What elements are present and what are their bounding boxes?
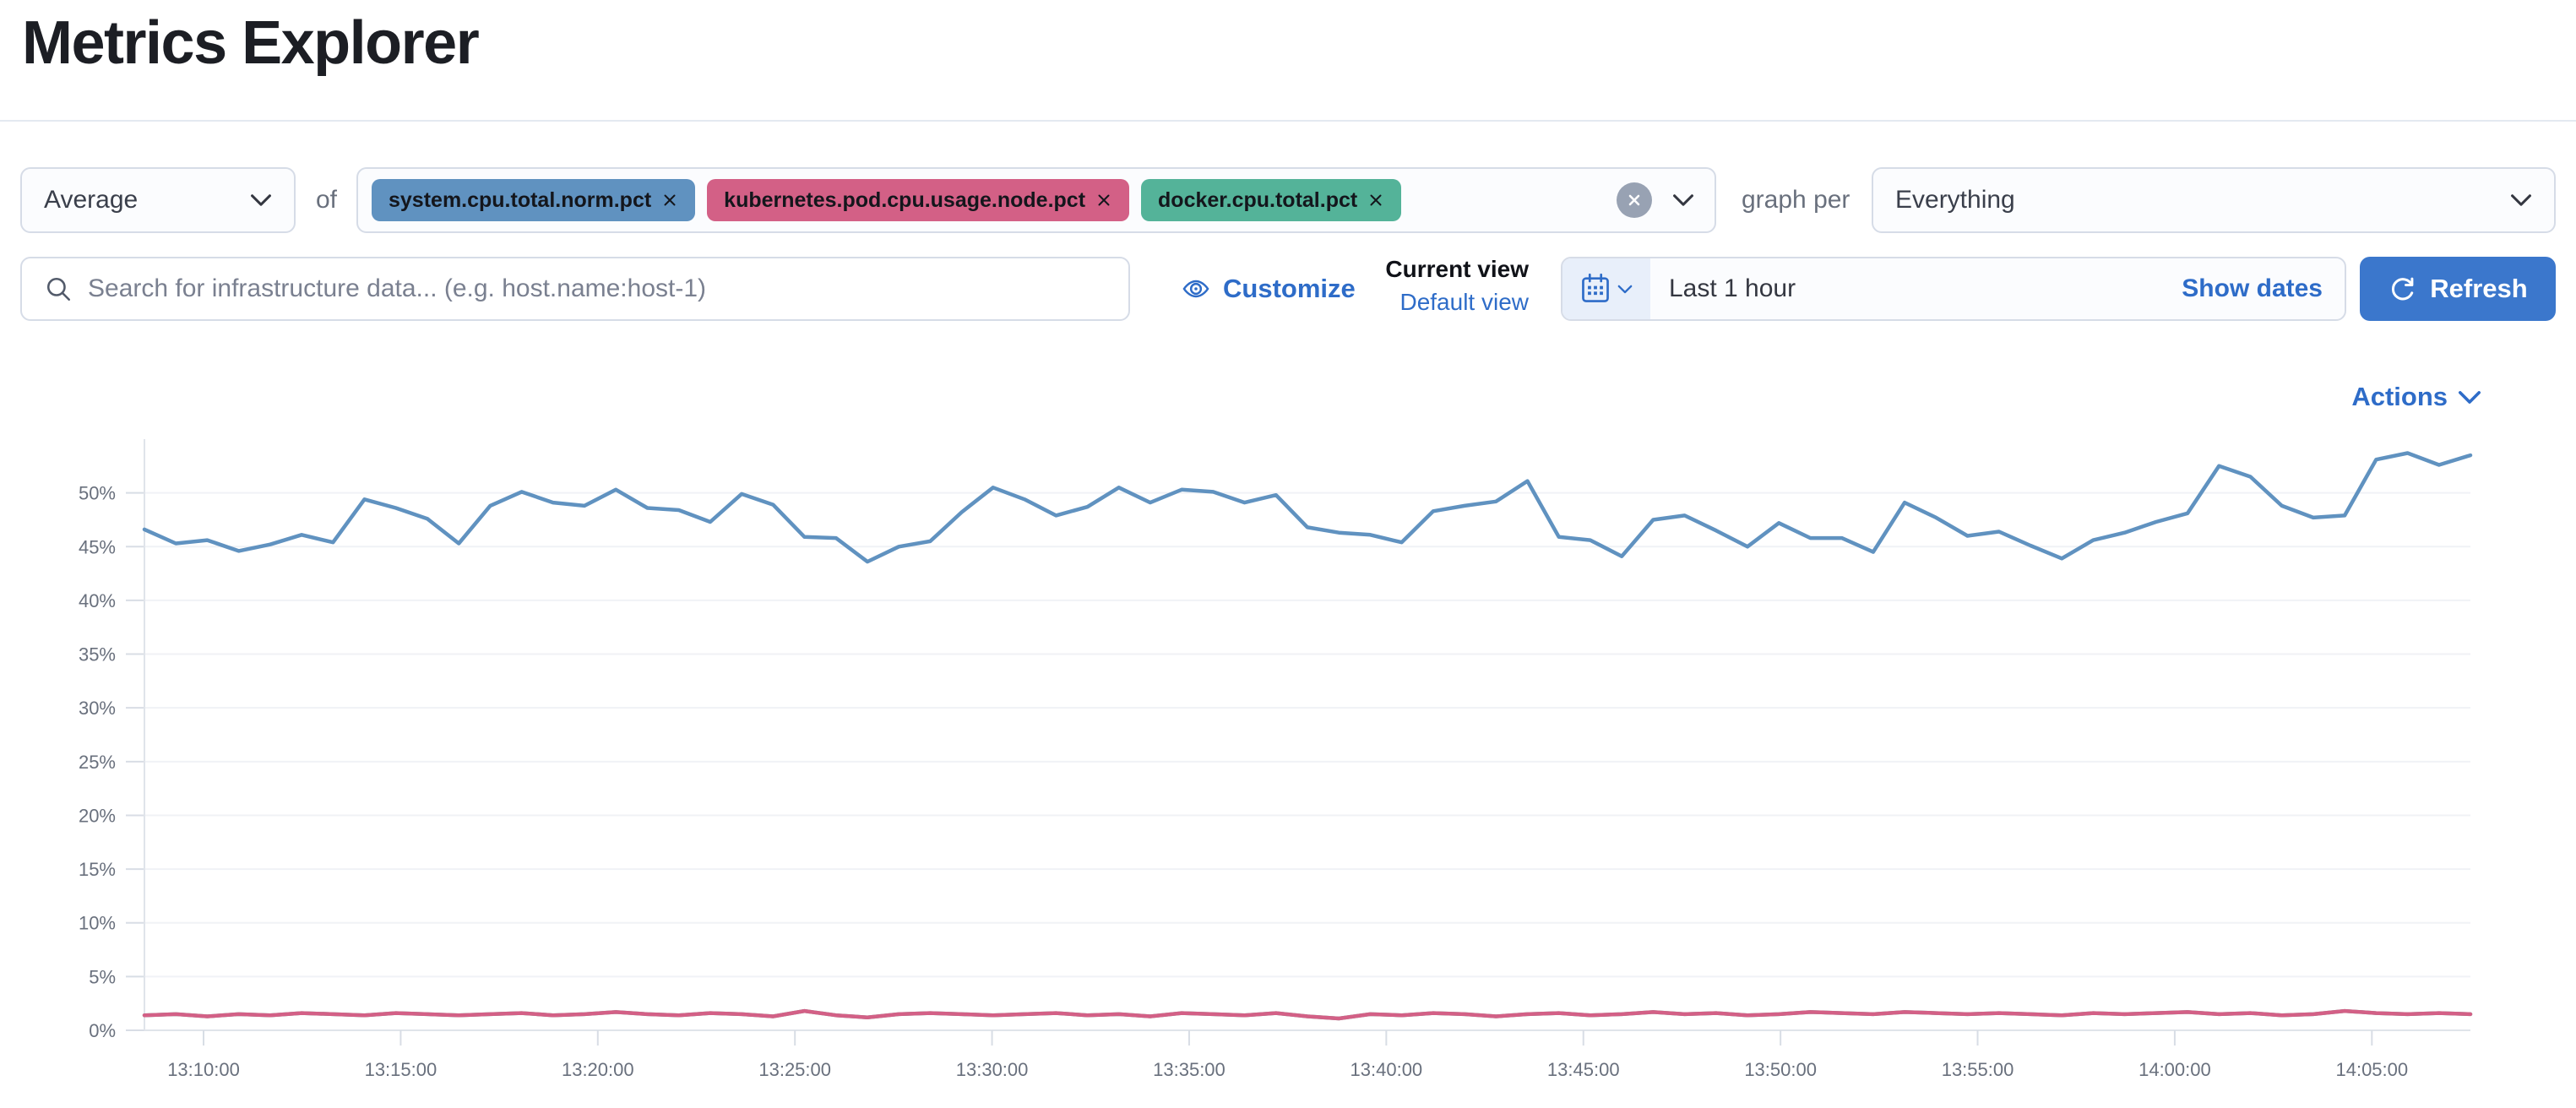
- chevron-down-icon: [251, 194, 271, 206]
- x-axis-tick-label: 14:05:00: [2335, 1059, 2408, 1080]
- metric-pill[interactable]: system.cpu.total.norm.pct: [372, 179, 696, 221]
- y-axis-tick-label: 0%: [89, 1020, 116, 1041]
- refresh-button[interactable]: Refresh: [2360, 257, 2556, 321]
- show-dates-button[interactable]: Show dates: [2182, 274, 2323, 302]
- remove-metric-icon[interactable]: [661, 192, 678, 209]
- y-axis-tick-label: 45%: [79, 536, 116, 557]
- y-axis-tick-label: 40%: [79, 590, 116, 611]
- series-line: [142, 451, 2473, 564]
- of-label: of: [316, 186, 338, 214]
- y-axis-tick-label: 25%: [79, 752, 116, 773]
- view-name-link[interactable]: Default view: [1399, 289, 1529, 315]
- actions-label: Actions: [2351, 382, 2448, 411]
- x-axis-tick-label: 13:45:00: [1547, 1059, 1620, 1080]
- customize-label: Customize: [1223, 274, 1356, 303]
- y-axis-tick-label: 20%: [79, 805, 116, 826]
- remove-metric-icon[interactable]: [1095, 192, 1112, 209]
- search-input[interactable]: [88, 274, 1111, 303]
- header-divider: [0, 120, 2576, 122]
- search-icon: [46, 277, 71, 301]
- x-axis-tick-label: 13:35:00: [1153, 1059, 1226, 1080]
- search-input-wrapper: [20, 257, 1130, 321]
- metric-pill-label: kubernetes.pod.cpu.usage.node.pct: [724, 187, 1086, 212]
- y-axis-tick-label: 35%: [79, 644, 116, 665]
- metric-pill[interactable]: docker.cpu.total.pct: [1141, 179, 1402, 221]
- view-selector: Current view Default view: [1318, 253, 1529, 319]
- graph-per-label: graph per: [1742, 186, 1850, 214]
- metrics-chart[interactable]: 0% 5% 10% 15% 20% 25% 30% 35% 40% 45% 50% 13:10:00 1…: [20, 422, 2556, 1098]
- calendar-icon: [1582, 273, 1609, 302]
- x-axis-tick-label: 13:55:00: [1942, 1059, 2014, 1080]
- metrics-input[interactable]: system.cpu.total.norm.pct kubernetes.pod.…: [356, 167, 1716, 233]
- x-axis-tick-label: 13:15:00: [365, 1059, 437, 1080]
- series-line: [142, 1008, 2473, 1021]
- aggregation-value: Average: [44, 186, 139, 214]
- x-axis-tick-label: 14:00:00: [2139, 1059, 2211, 1080]
- chevron-down-icon[interactable]: [1672, 193, 1694, 207]
- refresh-icon: [2392, 277, 2414, 301]
- time-range-picker: Last 1 hour Show dates: [1561, 257, 2346, 321]
- date-quick-select-button[interactable]: [1562, 258, 1650, 319]
- x-axis-tick-label: 13:30:00: [956, 1059, 1029, 1080]
- aggregation-select[interactable]: Average: [20, 167, 296, 233]
- remove-metric-icon[interactable]: [1367, 192, 1384, 209]
- x-axis-tick-label: 13:50:00: [1744, 1059, 1817, 1080]
- clear-metrics-button[interactable]: [1617, 182, 1652, 218]
- y-axis-tick-label: 15%: [79, 859, 116, 880]
- customize-button[interactable]: Customize: [1181, 257, 1356, 321]
- group-by-select[interactable]: Everything: [1872, 167, 2556, 233]
- chevron-down-icon: [2511, 194, 2531, 206]
- chevron-down-icon: [1617, 285, 1633, 293]
- chevron-down-icon: [2458, 390, 2481, 404]
- time-range-value[interactable]: Last 1 hour: [1669, 274, 1796, 302]
- metric-pill-list: system.cpu.total.norm.pct kubernetes.pod.…: [372, 179, 1402, 221]
- close-icon: [1628, 194, 1640, 206]
- x-axis-tick-label: 13:25:00: [758, 1059, 831, 1080]
- x-axis-tick-label: 13:10:00: [167, 1059, 240, 1080]
- metric-pill[interactable]: kubernetes.pod.cpu.usage.node.pct: [707, 179, 1130, 221]
- y-axis-tick-label: 30%: [79, 698, 116, 719]
- page-title: Metrics Explorer: [22, 9, 480, 77]
- x-axis-tick-label: 13:40:00: [1350, 1059, 1423, 1080]
- metric-pill-label: docker.cpu.total.pct: [1158, 187, 1358, 212]
- y-axis-tick-label: 10%: [79, 913, 116, 934]
- actions-menu-button[interactable]: Actions: [2351, 382, 2481, 412]
- metric-pill-label: system.cpu.total.norm.pct: [389, 187, 652, 212]
- x-axis-tick-label: 13:20:00: [562, 1059, 634, 1080]
- current-view-label: Current view: [1385, 256, 1529, 282]
- eye-icon: [1182, 280, 1209, 298]
- y-axis-tick-label: 50%: [79, 483, 116, 504]
- refresh-label: Refresh: [2430, 274, 2528, 303]
- y-axis-tick-label: 5%: [89, 966, 116, 987]
- group-by-value: Everything: [1895, 186, 2015, 214]
